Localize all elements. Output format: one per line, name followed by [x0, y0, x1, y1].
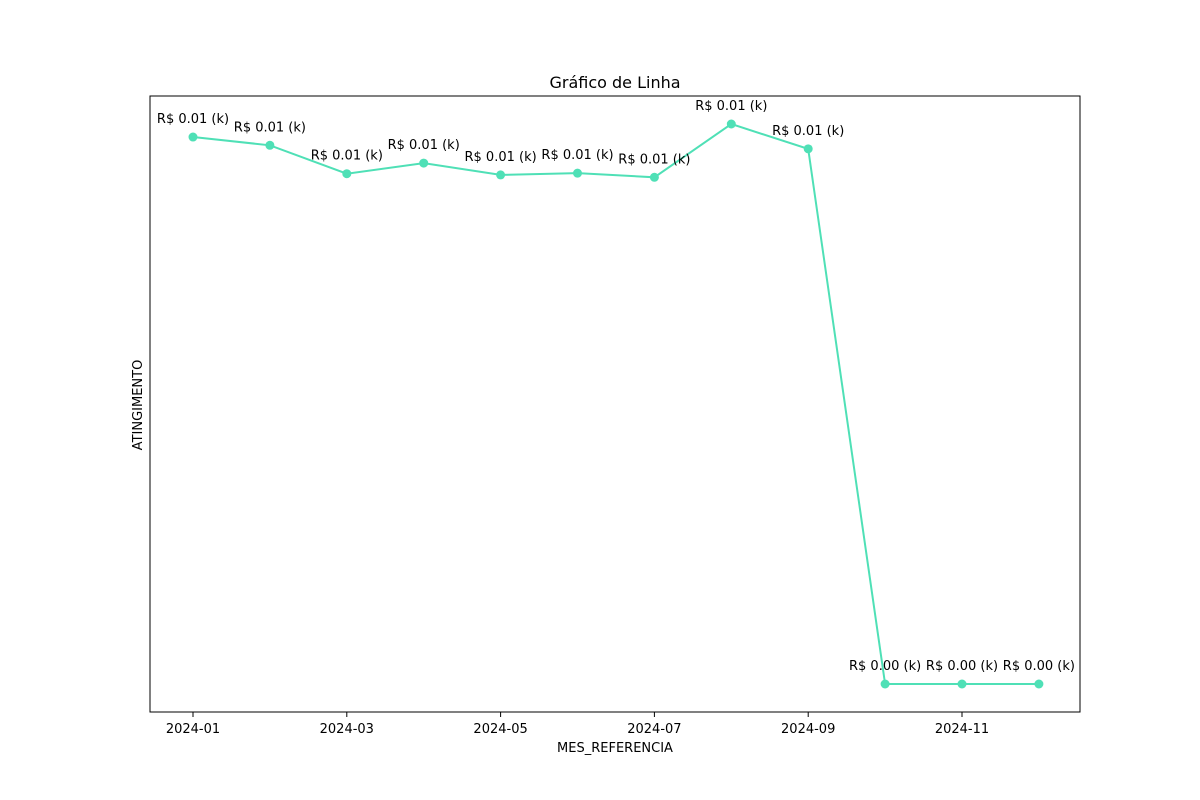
data-point [188, 132, 198, 142]
data-point [265, 140, 275, 150]
data-point [649, 172, 659, 182]
data-point [957, 679, 967, 689]
data-label: R$ 0.00 (k) [926, 659, 998, 674]
data-label: R$ 0.01 (k) [695, 99, 767, 114]
plot-area: R$ 0.01 (k) R$ 0.01 (k) R$ 0.01 (k) R$ 0.01… [157, 99, 1075, 689]
x-tick-label: 2024-11 [935, 722, 989, 737]
data-point [1034, 679, 1044, 689]
data-point [726, 119, 736, 129]
data-point [880, 679, 890, 689]
series-line [192, 122, 1039, 685]
x-tick-label: 2024-05 [473, 722, 527, 737]
data-label: R$ 0.01 (k) [465, 150, 537, 165]
axes-frame [149, 95, 1081, 713]
data-point [342, 169, 352, 179]
data-label: R$ 0.00 (k) [849, 659, 921, 674]
data-point [803, 144, 813, 154]
x-tick-label: 2024-07 [627, 722, 681, 737]
data-label: R$ 0.01 (k) [234, 120, 306, 135]
x-axis-label: MES_REFERENCIA [557, 741, 673, 756]
x-axis: 2024-01 2024-03 2024-05 2024-07 2024-09 2024-… [166, 712, 989, 737]
x-tick-label: 2024-03 [320, 722, 374, 737]
data-point [496, 170, 506, 180]
data-label: R$ 0.01 (k) [772, 124, 844, 139]
data-label: R$ 0.01 (k) [618, 152, 690, 167]
data-label: R$ 0.01 (k) [541, 148, 613, 163]
data-label: R$ 0.01 (k) [157, 112, 229, 127]
chart-title: Gráfico de Linha [549, 73, 680, 92]
data-point [573, 168, 582, 178]
data-label: R$ 0.01 (k) [311, 149, 383, 164]
x-tick-label: 2024-01 [166, 722, 220, 737]
x-tick-label: 2024-09 [781, 722, 835, 737]
data-label: R$ 0.01 (k) [388, 138, 460, 153]
data-point [419, 158, 429, 168]
y-axis-label: ATINGIMENTO [131, 360, 146, 451]
data-label: R$ 0.00 (k) [1003, 659, 1075, 674]
